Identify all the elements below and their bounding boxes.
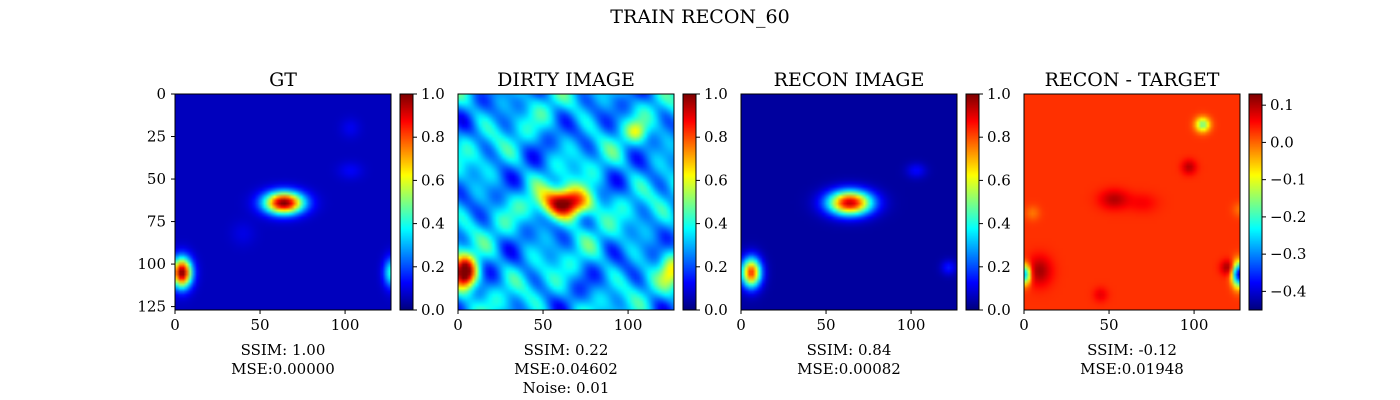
colorbar-tick-label: 1.0: [987, 85, 1011, 103]
colorbar-tick-label: 0.0: [704, 301, 728, 319]
colorbar-frame: [682, 93, 697, 311]
colorbar-tick-label: 0.2: [987, 258, 1011, 276]
metric-label: MSE:0.01948: [1080, 360, 1184, 378]
colorbar-tick-label: 1.0: [704, 85, 728, 103]
x-tick-label: 50: [816, 316, 835, 334]
colorbar-tick-label: 0.6: [421, 171, 445, 189]
panel-2: RECON IMAGE 0 50 100 0.0 0.2 0.4 0.6 0.8 1.0 SSIM:…: [736, 69, 1011, 378]
y-tick-label: 75: [147, 213, 166, 231]
colorbar-tick-label: 0.6: [704, 171, 728, 189]
x-tick-label: 100: [331, 316, 360, 334]
x-tick-label: 50: [1099, 316, 1118, 334]
colorbar-tick-label: 0.4: [704, 215, 728, 233]
x-tick-label: 0: [736, 316, 746, 334]
metric-label: MSE:0.00082: [797, 360, 901, 378]
colorbar-tick-label: 0.8: [421, 128, 445, 146]
colorbar-frame: [399, 93, 414, 311]
panel-0: GT 0 50 100 0 25 50 75 100 125 0.0 0.2 0.4 0.6 0.8 1.0 S…: [137, 69, 445, 378]
metric-label: Noise: 0.01: [523, 379, 610, 397]
x-tick-label: 100: [897, 316, 926, 334]
colorbar-tick-label: 0.0: [987, 301, 1011, 319]
panels: GT 0 50 100 0 25 50 75 100 125 0.0 0.2 0.4 0.6 0.8 1.0 S…: [137, 69, 1306, 397]
x-tick-label: 100: [614, 316, 643, 334]
metric-label: SSIM: 1.00: [241, 341, 326, 359]
metric-label: MSE:0.04602: [514, 360, 618, 378]
metric-label: MSE:0.00000: [231, 360, 335, 378]
plot-frame: [1023, 93, 1241, 311]
heatmap-image: [1024, 94, 1240, 310]
colorbar-tick-label: −0.3: [1270, 245, 1306, 263]
colorbar-frame: [965, 93, 980, 311]
x-tick-label: 0: [453, 316, 463, 334]
x-tick-label: 50: [533, 316, 552, 334]
y-tick-label: 125: [137, 298, 166, 316]
colorbar-tick-label: 0.2: [421, 258, 445, 276]
figure-title: TRAIN RECON_60: [610, 6, 789, 28]
panel-1: DIRTY IMAGE 0 50 100 0.0 0.2 0.4 0.6 0.8 1.0 SSIM:…: [453, 69, 728, 397]
heatmap-image: [175, 94, 391, 310]
colorbar: [400, 94, 413, 310]
colorbar-tick-label: −0.4: [1270, 282, 1306, 300]
colorbar-tick-label: 0.2: [704, 258, 728, 276]
x-tick-label: 100: [1180, 316, 1209, 334]
panel-title: GT: [269, 69, 297, 91]
panel-title: DIRTY IMAGE: [497, 69, 635, 91]
colorbar-tick-label: −0.2: [1270, 208, 1306, 226]
metric-label: SSIM: -0.12: [1087, 341, 1177, 359]
colorbar: [683, 94, 696, 310]
colorbar-tick-label: 0.4: [421, 215, 445, 233]
y-tick-label: 100: [137, 255, 166, 273]
colorbar-tick-label: 0.8: [704, 128, 728, 146]
plot-frame: [174, 93, 392, 311]
x-tick-label: 0: [170, 316, 180, 334]
heatmap-image: [741, 94, 957, 310]
panel-title: RECON - TARGET: [1045, 69, 1220, 91]
x-tick-label: 50: [250, 316, 269, 334]
colorbar-tick-label: 0.4: [987, 215, 1011, 233]
metric-label: SSIM: 0.84: [807, 341, 892, 359]
plot-frame: [740, 93, 958, 311]
panel-title: RECON IMAGE: [774, 69, 925, 91]
colorbar: [966, 94, 979, 310]
colorbar-tick-label: 0.0: [421, 301, 445, 319]
colorbar: [1249, 94, 1262, 310]
colorbar-tick-label: 1.0: [421, 85, 445, 103]
y-tick-label: 25: [147, 128, 166, 146]
plot-frame: [457, 93, 675, 311]
heatmap-image: [458, 94, 674, 310]
panel-3: RECON - TARGET 0 50 100 0.1 0.0 −0.1 −0.2 −0.3 −0…: [1019, 69, 1306, 378]
y-tick-label: 0: [156, 85, 166, 103]
colorbar-tick-label: 0.8: [987, 128, 1011, 146]
colorbar-tick-label: 0.0: [1270, 133, 1294, 151]
x-tick-label: 0: [1019, 316, 1029, 334]
colorbar-frame: [1248, 93, 1263, 311]
colorbar-tick-label: 0.6: [987, 171, 1011, 189]
colorbar-tick-label: −0.1: [1270, 171, 1306, 189]
colorbar-tick-label: 0.1: [1270, 96, 1294, 114]
y-tick-label: 50: [147, 170, 166, 188]
metric-label: SSIM: 0.22: [524, 341, 609, 359]
